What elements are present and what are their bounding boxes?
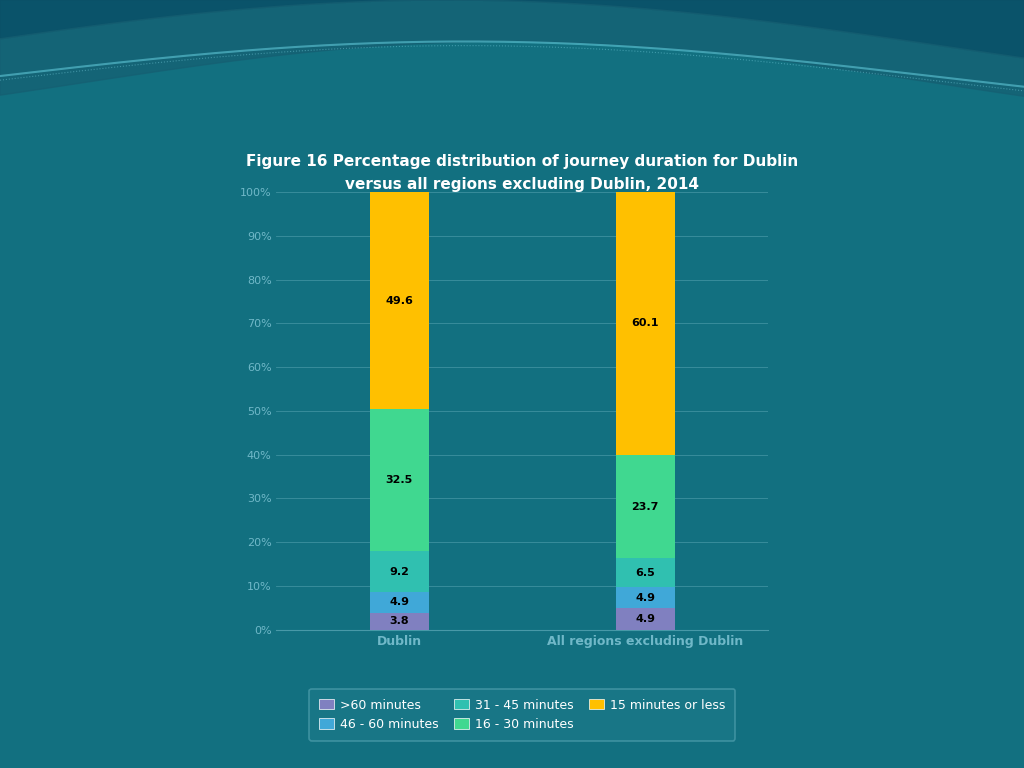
Text: 32.5: 32.5: [386, 475, 413, 485]
Text: versus all regions excluding Dublin, 2014: versus all regions excluding Dublin, 201…: [345, 177, 699, 192]
Text: Figure 16 Percentage distribution of journey duration for Dublin: Figure 16 Percentage distribution of jou…: [246, 154, 799, 169]
Text: 9.2: 9.2: [389, 567, 410, 577]
Text: 4.9: 4.9: [635, 614, 655, 624]
Text: 60.1: 60.1: [632, 318, 658, 328]
Bar: [370, 591, 429, 613]
Text: 23.7: 23.7: [632, 502, 658, 511]
Bar: [615, 455, 675, 558]
Bar: [615, 587, 675, 608]
Bar: [615, 608, 675, 630]
Bar: [370, 613, 429, 630]
Bar: [615, 191, 675, 455]
Bar: [370, 192, 429, 409]
Bar: [370, 551, 429, 591]
Text: 4.9: 4.9: [389, 598, 410, 607]
Bar: [370, 409, 429, 551]
Bar: [615, 558, 675, 587]
Text: 6.5: 6.5: [635, 568, 655, 578]
Text: 4.9: 4.9: [635, 593, 655, 603]
Text: 3.8: 3.8: [389, 617, 410, 627]
Legend: >60 minutes, 46 - 60 minutes, 31 - 45 minutes, 16 - 30 minutes, 15 minutes or le: >60 minutes, 46 - 60 minutes, 31 - 45 mi…: [309, 689, 735, 741]
Text: 49.6: 49.6: [385, 296, 414, 306]
